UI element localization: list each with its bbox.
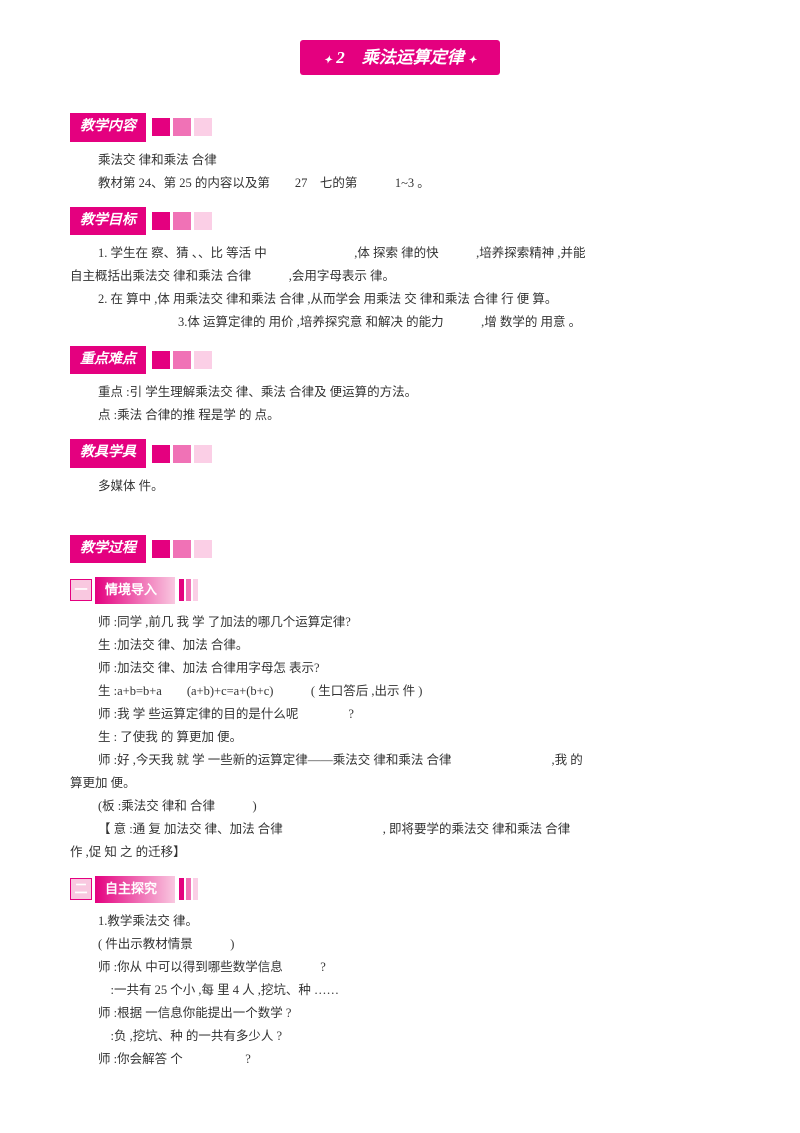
title-banner-wrap: ✦ 2 乘法运算定律 ✦ xyxy=(70,40,730,75)
decorative-squares xyxy=(152,212,212,230)
text-line: 师 :同学 ,前几 我 学 了加法的哪几个运算定律? xyxy=(98,612,730,632)
content-block: 重点 :引 学生理解乘法交 律、乘法 合律及 便运算的方法。 点 :乘法 合律的… xyxy=(98,382,730,425)
text-line: 自主概括出乘法交 律和乘法 合律 ,会用字母表示 律。 xyxy=(70,266,730,286)
square-icon xyxy=(152,212,170,230)
subsection-number: 二 xyxy=(70,878,92,900)
text-line: 乘法交 律和乘法 合律 xyxy=(98,150,730,170)
star-icon: ✦ xyxy=(468,55,476,66)
subsection-context: 一 情境导入 xyxy=(70,577,730,604)
text-line: :负 ,挖坑、种 的一共有多少人 ? xyxy=(98,1026,730,1046)
text-line: 师 :我 学 些运算定律的目的是什么呢 ? xyxy=(98,704,730,724)
subsection-label: 自主探究 xyxy=(95,876,175,903)
text-line: 教材第 24、第 25 的内容以及第 27 七的第 1~3 。 xyxy=(98,173,730,193)
text-line: 作 ,促 知 之 的迁移】 xyxy=(70,842,730,862)
section-teaching-goals: 教学目标 xyxy=(70,207,730,235)
text-line: 重点 :引 学生理解乘法交 律、乘法 合律及 便运算的方法。 xyxy=(98,382,730,402)
square-icon xyxy=(194,212,212,230)
content-block: 乘法交 律和乘法 合律 教材第 24、第 25 的内容以及第 27 七的第 1~… xyxy=(98,150,730,193)
text-line: 生 :a+b=b+a (a+b)+c=a+(b+c) ( 生口答后 ,出示 件 … xyxy=(98,681,730,701)
square-icon xyxy=(173,351,191,369)
square-icon xyxy=(194,351,212,369)
subsection-explore: 二 自主探究 xyxy=(70,876,730,903)
text-line: 1. 学生在 察、猜 、、比 等活 中 ,体 探索 律的快 ,培养探索精神 ,并… xyxy=(98,243,730,263)
bar-icon xyxy=(193,579,198,601)
section-label: 教具学具 xyxy=(70,439,146,467)
content-block: 1. 学生在 察、猜 、、比 等活 中 ,体 探索 律的快 ,培养探索精神 ,并… xyxy=(98,243,730,332)
square-icon xyxy=(173,212,191,230)
chapter-title: ✦ 2 乘法运算定律 ✦ xyxy=(300,40,501,75)
chapter-title-text: 2 乘法运算定律 xyxy=(336,48,464,67)
square-icon xyxy=(173,540,191,558)
square-icon xyxy=(152,351,170,369)
text-line: 1.教学乘法交 律。 xyxy=(98,911,730,931)
dialogue-block: 师 :同学 ,前几 我 学 了加法的哪几个运算定律? 生 :加法交 律、加法 合… xyxy=(98,612,730,862)
bar-icon xyxy=(179,579,184,601)
decorative-squares xyxy=(152,351,212,369)
star-icon: ✦ xyxy=(324,55,332,66)
text-line: :一共有 25 个小 ,每 里 4 人 ,挖坑、种 …… xyxy=(98,980,730,1000)
text-line: 算更加 便。 xyxy=(70,773,730,793)
square-icon xyxy=(194,118,212,136)
content-block: 多媒体 件。 xyxy=(98,476,730,496)
text-line: 【 意 :通 复 加法交 律、加法 合律 , 即将要学的乘法交 律和乘法 合律 xyxy=(98,819,730,839)
square-icon xyxy=(173,445,191,463)
text-line: 师 :好 ,今天我 就 学 一些新的运算定律——乘法交 律和乘法 合律 ,我 的 xyxy=(98,750,730,770)
square-icon xyxy=(194,540,212,558)
bar-icon xyxy=(179,878,184,900)
section-label: 教学内容 xyxy=(70,113,146,141)
square-icon xyxy=(194,445,212,463)
section-teaching-content: 教学内容 xyxy=(70,113,730,141)
text-line: 师 :你从 中可以得到哪些数学信息 ? xyxy=(98,957,730,977)
decorative-squares xyxy=(152,445,212,463)
text-line: 2. 在 算中 ,体 用乘法交 律和乘法 合律 ,从而学会 用乘法 交 律和乘法… xyxy=(98,289,730,309)
text-line: ( 件出示教材情景 ) xyxy=(98,934,730,954)
square-icon xyxy=(173,118,191,136)
section-tools: 教具学具 xyxy=(70,439,730,467)
text-line: 师 :你会解答 个 ? xyxy=(98,1049,730,1069)
text-line: 生 :加法交 律、加法 合律。 xyxy=(98,635,730,655)
square-icon xyxy=(152,540,170,558)
section-key-points: 重点难点 xyxy=(70,346,730,374)
square-icon xyxy=(152,445,170,463)
text-line: 师 :加法交 律、加法 合律用字母怎 表示? xyxy=(98,658,730,678)
text-line: 点 :乘法 合律的推 程是学 的 点。 xyxy=(98,405,730,425)
subsection-label: 情境导入 xyxy=(95,577,175,604)
decorative-bars xyxy=(179,878,198,900)
bar-icon xyxy=(193,878,198,900)
bar-icon xyxy=(186,878,191,900)
text-line: 3.体 运算定律的 用价 ,培养探究意 和解决 的能力 ,增 数学的 用意 。 xyxy=(178,312,730,332)
section-label: 重点难点 xyxy=(70,346,146,374)
decorative-squares xyxy=(152,540,212,558)
subsection-number: 一 xyxy=(70,579,92,601)
text-line: (板 :乘法交 律和 合律 ) xyxy=(98,796,730,816)
decorative-squares xyxy=(152,118,212,136)
text-line: 师 :根据 一信息你能提出一个数学 ? xyxy=(98,1003,730,1023)
square-icon xyxy=(152,118,170,136)
section-label: 教学目标 xyxy=(70,207,146,235)
decorative-bars xyxy=(179,579,198,601)
section-label: 教学过程 xyxy=(70,535,146,563)
dialogue-block: 1.教学乘法交 律。 ( 件出示教材情景 ) 师 :你从 中可以得到哪些数学信息… xyxy=(98,911,730,1069)
section-process: 教学过程 xyxy=(70,535,730,563)
bar-icon xyxy=(186,579,191,601)
text-line: 生 : 了使我 的 算更加 便。 xyxy=(98,727,730,747)
text-line: 多媒体 件。 xyxy=(98,476,730,496)
